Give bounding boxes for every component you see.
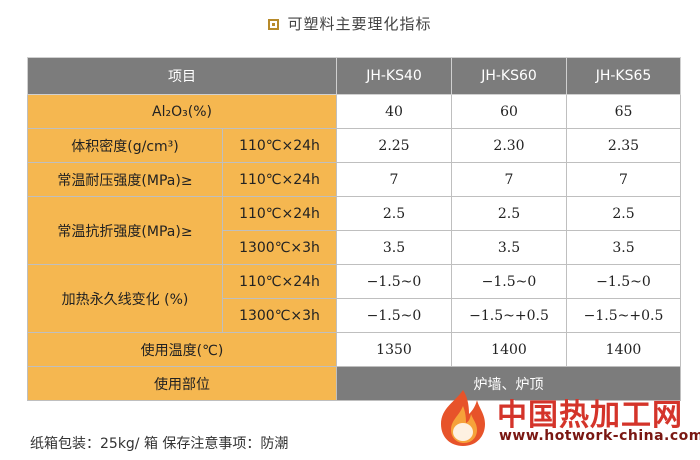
table-row: 常温耐压强度(MPa)≥ 110℃×24h 7 7 7 xyxy=(27,162,681,197)
cell-value: 40 xyxy=(336,94,452,129)
cell-value: 2.35 xyxy=(566,128,681,163)
table-row: 1300℃×3h 3.5 3.5 3.5 xyxy=(28,230,681,265)
table-row: 使用温度(℃) 1350 1400 1400 xyxy=(27,332,681,367)
row-label-al2o3: Al₂O₃(%) xyxy=(27,94,337,129)
table-row: 加热永久线变化 (%) 110℃×24h −1.5~0 −1.5~0 −1.5~… xyxy=(27,264,681,333)
cell-value: 3.5 xyxy=(336,230,452,265)
cell-value: 2.25 xyxy=(336,128,452,163)
row-condition: 110℃×24h xyxy=(222,196,337,231)
row-label-density: 体积密度(g/cm³) xyxy=(27,128,223,163)
watermark: 中国热加工网 www.hotwork-china.com xyxy=(433,384,700,454)
header-col2: JH-KS60 xyxy=(451,57,567,95)
header-col3: JH-KS65 xyxy=(566,57,681,95)
row-condition: 1300℃×3h xyxy=(222,298,337,333)
header-col1: JH-KS40 xyxy=(336,57,452,95)
row-label-flexural: 常温抗折强度(MPa)≥ xyxy=(27,196,223,265)
usage-value: 炉墙、炉顶 xyxy=(336,366,681,401)
cell-value: 2.30 xyxy=(451,128,567,163)
table-row: 1300℃×3h −1.5~0 −1.5~+0.5 −1.5~+0.5 xyxy=(28,298,681,333)
cell-value: 65 xyxy=(566,94,681,129)
cell-value: 3.5 xyxy=(566,230,681,265)
table-row: Al₂O₃(%) 40 60 65 xyxy=(27,94,681,129)
spec-table: 项目 JH-KS40 JH-KS60 JH-KS65 Al₂O₃(%) 40 6… xyxy=(27,57,681,401)
cell-value: 7 xyxy=(336,162,452,197)
cell-value: 3.5 xyxy=(451,230,567,265)
bullet-icon xyxy=(268,19,280,30)
packaging-note: 纸箱包装：25kg/ 箱 保存注意事项：防潮 xyxy=(30,436,289,452)
cell-value: 1400 xyxy=(566,332,681,367)
table-row: 使用部位 炉墙、炉顶 xyxy=(27,366,681,401)
usage-text: 炉墙、炉顶 xyxy=(473,376,544,393)
cell-value: 2.5 xyxy=(451,196,567,231)
header-item: 项目 xyxy=(27,57,337,95)
row-label-compress: 常温耐压强度(MPa)≥ xyxy=(27,162,223,197)
cell-value: −1.5~0 xyxy=(451,264,567,299)
cell-value: 2.5 xyxy=(566,196,681,231)
title-text: 可塑料主要理化指标 xyxy=(287,15,432,33)
cell-value: −1.5~0 xyxy=(336,298,452,333)
cell-value: 60 xyxy=(451,94,567,129)
cell-value: 7 xyxy=(566,162,681,197)
cell-value: −1.5~0 xyxy=(336,264,452,299)
row-label-temperature: 使用温度(℃) xyxy=(27,332,337,367)
page-title: 可塑料主要理化指标 xyxy=(0,13,700,34)
table-row: 体积密度(g/cm³) 110℃×24h 2.25 2.30 2.35 xyxy=(27,128,681,163)
row-condition: 110℃×24h xyxy=(222,162,337,197)
table-header-row: 项目 JH-KS40 JH-KS60 JH-KS65 xyxy=(27,57,681,95)
cell-value: 2.5 xyxy=(336,196,452,231)
cell-value: −1.5~+0.5 xyxy=(451,298,567,333)
watermark-brand: 中国热加工网 xyxy=(497,398,683,433)
cell-value: −1.5~0 xyxy=(566,264,681,299)
table-row: 常温抗折强度(MPa)≥ 110℃×24h 2.5 2.5 2.5 xyxy=(27,196,681,265)
row-condition: 110℃×24h xyxy=(222,128,337,163)
cell-value: 1350 xyxy=(336,332,452,367)
row-label-usage: 使用部位 xyxy=(27,366,337,401)
row-label-linear-change: 加热永久线变化 (%) xyxy=(27,264,223,333)
cell-value: 7 xyxy=(451,162,567,197)
flame-logo-icon xyxy=(441,390,485,446)
cell-value: −1.5~+0.5 xyxy=(566,298,681,333)
row-condition: 110℃×24h xyxy=(222,264,337,299)
cell-value: 1400 xyxy=(451,332,567,367)
watermark-url: www.hotwork-china.com xyxy=(499,428,700,444)
row-condition: 1300℃×3h xyxy=(222,230,337,265)
